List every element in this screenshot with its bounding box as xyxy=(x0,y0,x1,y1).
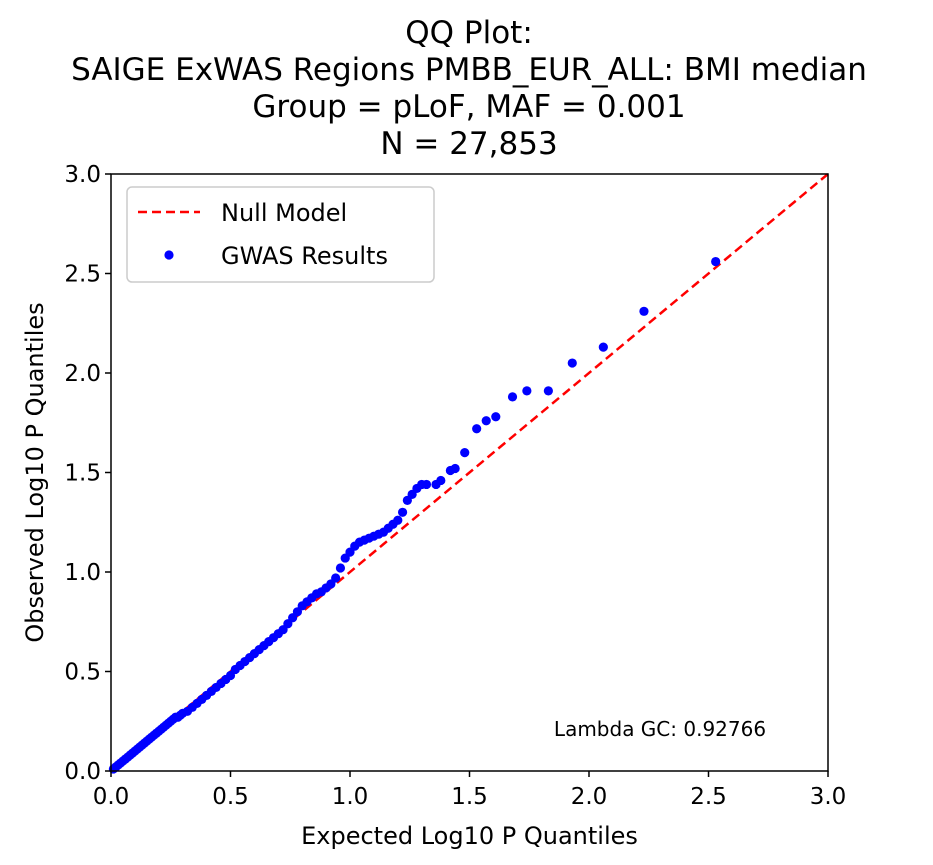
legend: Null Model GWAS Results xyxy=(126,186,435,283)
data-point xyxy=(335,563,346,573)
y-tick-label: 2.5 xyxy=(64,262,101,288)
x-axis-ticks: 0.0 0.5 1.0 1.5 2.0 2.5 3.0 xyxy=(93,771,847,810)
data-point xyxy=(393,515,403,525)
y-axis-label: Observed Log10 P Quantiles xyxy=(21,302,49,642)
data-point xyxy=(711,256,721,267)
data-point xyxy=(481,416,491,426)
y-tick-label: 1.0 xyxy=(64,560,101,586)
data-point xyxy=(450,463,460,474)
data-point xyxy=(436,475,446,486)
data-point xyxy=(639,306,649,316)
x-tick-label: 0.5 xyxy=(212,784,249,810)
y-axis-ticks: 0.0 0.5 1.0 1.5 2.0 2.5 3.0 xyxy=(64,162,111,785)
data-point xyxy=(598,342,608,352)
title-line-3: Group = pLoF, MAF = 0.001 xyxy=(252,89,685,125)
lambda-gc-annotation: Lambda GC: 0.92766 xyxy=(554,717,766,741)
y-tick-label: 3.0 xyxy=(64,162,101,188)
legend-box xyxy=(126,186,435,283)
data-point xyxy=(421,479,432,490)
x-tick-label: 1.5 xyxy=(451,784,488,810)
y-tick-label: 1.5 xyxy=(64,461,101,487)
title-line-4: N = 27,853 xyxy=(380,126,557,162)
x-tick-label: 2.5 xyxy=(690,784,727,810)
data-point xyxy=(460,448,470,458)
legend-gwas-results-swatch xyxy=(164,250,174,260)
data-point xyxy=(472,424,482,434)
data-point xyxy=(491,412,501,422)
y-tick-label: 0.5 xyxy=(64,660,101,686)
data-point xyxy=(522,386,532,396)
x-tick-label: 3.0 xyxy=(810,784,847,810)
chart-title: QQ Plot:SAIGE ExWAS Regions PMBB_EUR_ALL… xyxy=(71,15,867,162)
x-tick-label: 2.0 xyxy=(571,784,608,810)
legend-null-model-label: Null Model xyxy=(221,199,347,227)
title-line-1: QQ Plot: xyxy=(405,15,533,51)
data-point xyxy=(567,358,577,368)
data-point xyxy=(397,507,408,517)
x-tick-label: 0.0 xyxy=(93,784,130,810)
data-point xyxy=(331,573,341,583)
y-tick-label: 0.0 xyxy=(64,759,101,785)
y-tick-label: 2.0 xyxy=(64,361,101,387)
x-axis-label: Expected Log10 P Quantiles xyxy=(301,822,638,850)
gwas-results-points xyxy=(108,256,721,774)
legend-gwas-results-label: GWAS Results xyxy=(221,242,388,270)
data-point xyxy=(507,392,518,402)
x-tick-label: 1.0 xyxy=(332,784,369,810)
title-line-2: SAIGE ExWAS Regions PMBB_EUR_ALL: BMI me… xyxy=(71,52,867,88)
data-point xyxy=(543,386,553,396)
